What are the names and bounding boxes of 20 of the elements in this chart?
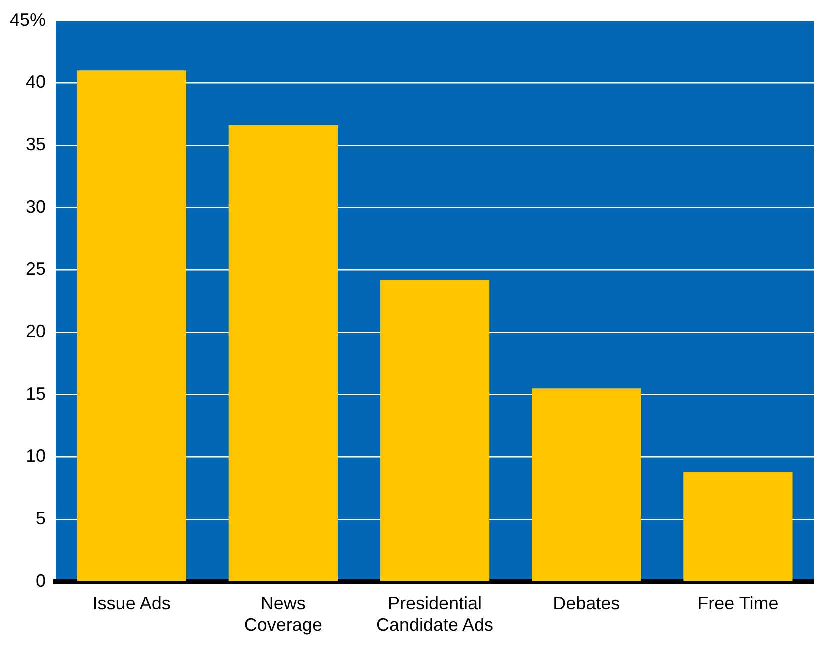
x-tick-label: Free Time (698, 594, 779, 614)
y-tick-label: 45% (10, 10, 46, 30)
bar (684, 472, 793, 582)
y-tick-label: 20 (26, 321, 46, 342)
y-tick-label: 30 (26, 196, 46, 217)
y-tick-label: 5 (36, 508, 46, 528)
bar (77, 70, 186, 582)
y-tick-label: 40 (26, 72, 46, 92)
y-tick-label: 10 (26, 446, 46, 466)
x-tick-label: Issue Ads (92, 594, 171, 614)
x-tick-label: Debates (553, 594, 620, 614)
x-tick-label: News Coverage (244, 594, 322, 636)
y-tick-label: 15 (26, 384, 46, 404)
y-tick-label: 0 (36, 570, 46, 591)
bar (380, 280, 490, 582)
x-tick-label: Presidential Candidate Ads (376, 594, 494, 636)
bar (228, 126, 338, 582)
y-tick-label: 35 (26, 134, 46, 154)
bar (532, 388, 642, 582)
y-tick-label: 25 (26, 259, 46, 280)
